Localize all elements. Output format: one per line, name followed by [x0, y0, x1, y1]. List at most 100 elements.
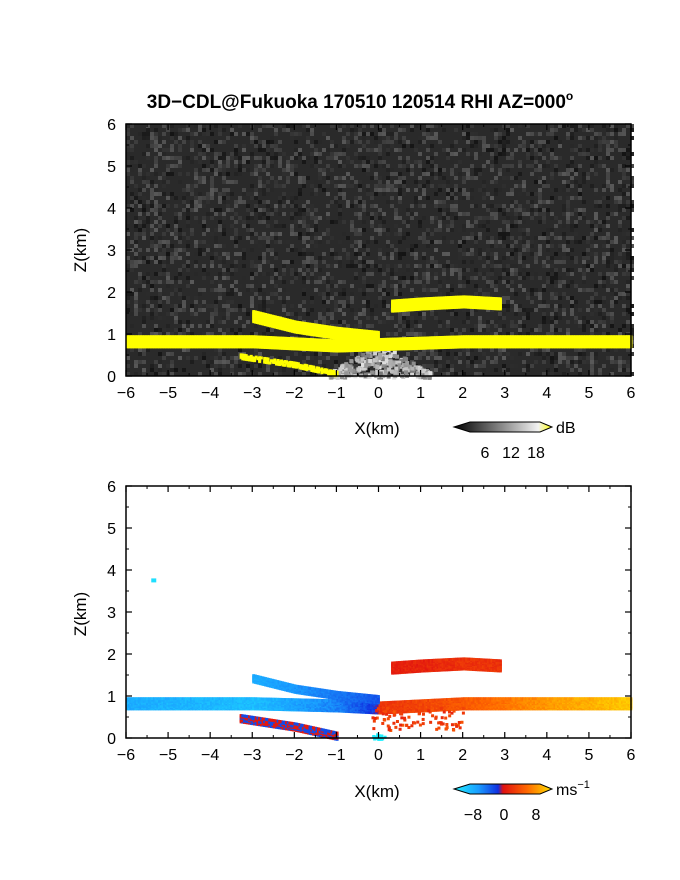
noise-cell	[178, 308, 182, 312]
noise-cell	[162, 268, 166, 272]
noise-cell	[498, 352, 502, 356]
noise-cell	[498, 228, 502, 232]
noise-cell	[618, 180, 622, 184]
noise-cell	[150, 316, 154, 320]
noise-cell	[546, 248, 550, 252]
noise-cell	[570, 308, 574, 312]
noise-cell	[342, 312, 346, 316]
noise-cell	[454, 352, 458, 356]
noise-cell	[598, 200, 602, 204]
noise-cell	[294, 368, 298, 372]
noise-cell	[278, 148, 282, 152]
echo-cell	[174, 335, 178, 339]
noise-cell	[202, 308, 206, 312]
noise-cell	[378, 296, 382, 300]
noise-cell	[202, 356, 206, 360]
noise-cell	[558, 304, 562, 308]
noise-cell	[298, 316, 302, 320]
noise-cell	[350, 228, 354, 232]
noise-cell	[282, 280, 286, 284]
noise-cell	[614, 212, 618, 216]
noise-cell	[150, 240, 154, 244]
noise-cell	[394, 132, 398, 136]
noise-cell	[202, 204, 206, 208]
noise-cell	[366, 296, 370, 300]
clutter-cell	[375, 370, 380, 375]
noise-cell	[606, 228, 610, 232]
noise-cell	[594, 204, 598, 208]
echo-cell	[274, 336, 278, 340]
noise-cell	[554, 292, 558, 296]
noise-cell	[434, 136, 438, 140]
noise-cell	[554, 308, 558, 312]
noise-cell	[426, 124, 430, 128]
echo-cell	[161, 335, 165, 339]
noise-cell	[398, 240, 402, 244]
noise-cell	[154, 328, 158, 332]
noise-cell	[270, 280, 274, 284]
noise-cell	[278, 224, 282, 228]
noise-cell	[454, 184, 458, 188]
noise-cell	[522, 256, 526, 260]
noise-cell	[142, 208, 146, 212]
noise-cell	[410, 328, 414, 332]
noise-cell	[274, 284, 278, 288]
noise-cell	[546, 316, 550, 320]
noise-cell	[518, 284, 522, 288]
noise-cell	[358, 320, 362, 324]
noise-cell	[366, 240, 370, 244]
noise-cell	[578, 208, 582, 212]
noise-cell	[486, 256, 490, 260]
noise-cell	[486, 160, 490, 164]
noise-cell	[402, 284, 406, 288]
noise-cell	[422, 188, 426, 192]
noise-cell	[166, 224, 170, 228]
noise-cell	[266, 212, 270, 216]
noise-cell	[366, 156, 370, 160]
noise-cell	[178, 304, 182, 308]
noise-cell	[398, 216, 402, 220]
noise-cell	[158, 256, 162, 260]
noise-cell	[518, 304, 522, 308]
noise-cell	[142, 180, 146, 184]
noise-cell	[514, 324, 518, 328]
noise-cell	[458, 256, 462, 260]
noise-cell	[594, 352, 598, 356]
noise-cell	[506, 168, 510, 172]
noise-cell	[606, 184, 610, 188]
noise-cell	[470, 124, 474, 128]
noise-cell	[542, 304, 546, 308]
noise-cell	[302, 216, 306, 220]
noise-cell	[386, 316, 390, 320]
noise-cell	[386, 276, 390, 280]
noise-cell	[562, 356, 566, 360]
noise-cell	[594, 236, 598, 240]
noise-cell	[142, 188, 146, 192]
noise-cell	[510, 252, 514, 256]
noise-cell	[418, 152, 422, 156]
noise-cell	[174, 220, 178, 224]
noise-cell	[246, 288, 250, 292]
noise-cell	[446, 372, 450, 376]
noise-cell	[322, 132, 326, 136]
noise-cell	[226, 212, 230, 216]
noise-cell	[574, 260, 578, 264]
noise-cell	[234, 204, 238, 208]
noise-cell	[554, 276, 558, 280]
noise-cell	[502, 236, 506, 240]
noise-cell	[482, 252, 486, 256]
noise-cell	[390, 196, 394, 200]
noise-cell	[310, 296, 314, 300]
noise-cell	[230, 300, 234, 304]
noise-cell	[550, 256, 554, 260]
noise-cell	[570, 184, 574, 188]
noise-cell	[294, 248, 298, 252]
noise-cell	[450, 288, 454, 292]
noise-cell	[214, 360, 218, 364]
noise-cell	[210, 356, 214, 360]
noise-cell	[386, 144, 390, 148]
noise-cell	[562, 360, 566, 364]
noise-cell	[330, 140, 334, 144]
noise-cell	[254, 144, 258, 148]
noise-cell	[478, 252, 482, 256]
